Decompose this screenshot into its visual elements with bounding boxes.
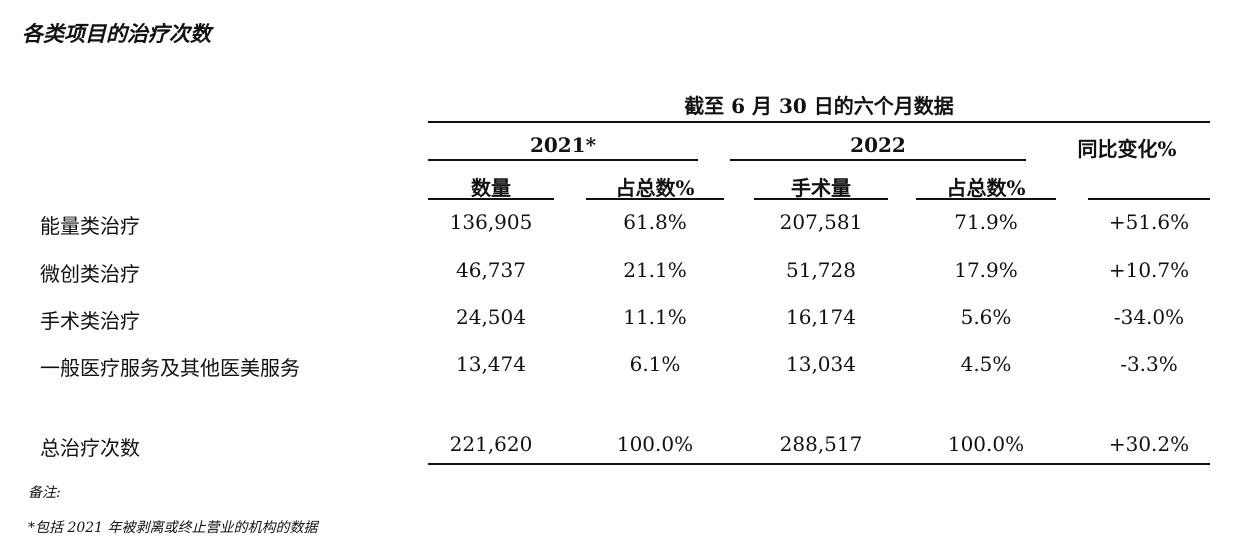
sub-rule-1 xyxy=(428,198,554,200)
period-header: 截至 6 月 30 日的六个月数据 xyxy=(684,94,954,118)
row-2021-share: 21.1% xyxy=(623,258,687,282)
row-yoy: -3.3% xyxy=(1120,352,1178,376)
year-2021-header: 2021* xyxy=(529,133,597,157)
total-2022-share: 100.0% xyxy=(947,432,1025,456)
y2022-share-header: 占总数% xyxy=(946,176,1026,200)
total-2022-count: 288,517 xyxy=(779,432,863,456)
row-2022-share: 4.5% xyxy=(960,352,1012,376)
y2021-share-header: 占总数% xyxy=(615,176,695,200)
row-label: 手术类治疗 xyxy=(40,309,140,333)
footnote: *包括 2021 年被剥离或终止营业的机构的数据 xyxy=(28,520,318,536)
row-2021-count: 136,905 xyxy=(449,210,533,234)
notes-label: 备注: xyxy=(28,485,61,501)
row-2021-count: 13,474 xyxy=(456,352,526,376)
row-2021-share: 61.8% xyxy=(623,210,687,234)
sub-rule-5 xyxy=(1088,198,1210,200)
yoy-header: 同比变化% xyxy=(1077,137,1177,161)
total-label: 总治疗次数 xyxy=(40,436,140,460)
row-2022-share: 17.9% xyxy=(954,258,1018,282)
y2022-count-header: 手术量 xyxy=(791,176,851,200)
row-2021-count: 46,737 xyxy=(456,258,526,282)
y2021-count-header: 数量 xyxy=(471,176,511,200)
total-yoy: +30.2% xyxy=(1108,432,1190,456)
row-2022-share: 5.6% xyxy=(960,305,1012,329)
row-2022-count: 51,728 xyxy=(786,258,856,282)
row-label: 微创类治疗 xyxy=(40,262,140,286)
row-yoy: +10.7% xyxy=(1108,258,1190,282)
total-bottom-rule xyxy=(428,463,1210,465)
year-2022-rule xyxy=(730,159,1026,161)
total-2021-share: 100.0% xyxy=(616,432,694,456)
row-2022-count: 207,581 xyxy=(779,210,863,234)
sub-rule-4 xyxy=(916,198,1056,200)
year-2022-header: 2022 xyxy=(850,133,906,157)
row-2021-count: 24,504 xyxy=(456,305,526,329)
row-label: 能量类治疗 xyxy=(40,214,140,238)
sub-rule-3 xyxy=(754,198,888,200)
row-yoy: -34.0% xyxy=(1113,305,1185,329)
period-rule xyxy=(428,121,1210,123)
total-2021-count: 221,620 xyxy=(449,432,533,456)
row-label: 一般医疗服务及其他医美服务 xyxy=(40,356,300,380)
row-yoy: +51.6% xyxy=(1108,210,1190,234)
year-2021-rule xyxy=(428,159,698,161)
row-2022-share: 71.9% xyxy=(954,210,1018,234)
row-2022-count: 13,034 xyxy=(786,352,856,376)
row-2021-share: 11.1% xyxy=(623,305,687,329)
page-title: 各类项目的治疗次数 xyxy=(22,21,211,46)
row-2022-count: 16,174 xyxy=(786,305,856,329)
row-2021-share: 6.1% xyxy=(629,352,681,376)
sub-rule-2 xyxy=(586,198,724,200)
